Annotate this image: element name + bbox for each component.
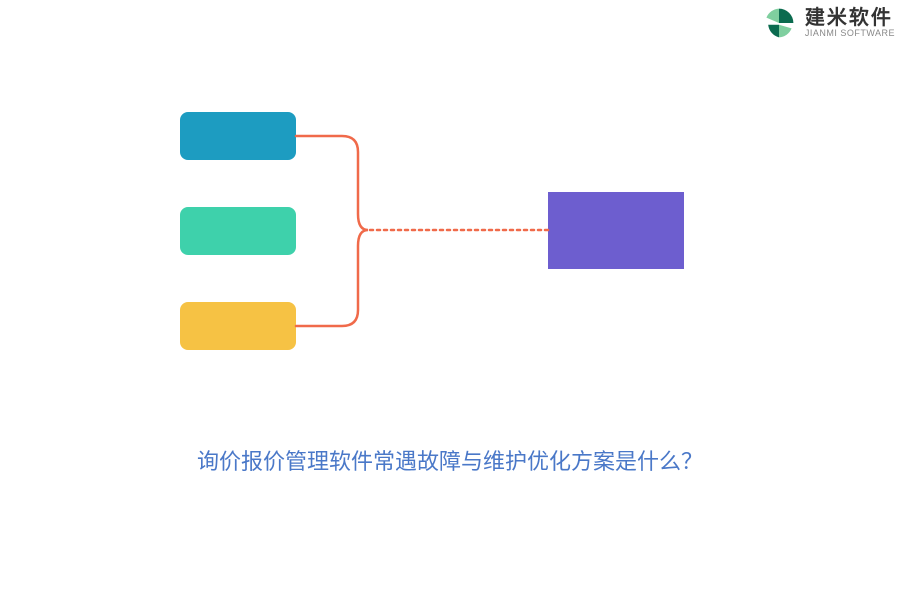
diagram-canvas	[0, 0, 900, 600]
caption-text: 询价报价管理软件常遇故障与维护优化方案是什么？	[0, 444, 900, 476]
node-n1	[180, 112, 296, 160]
node-n2	[180, 207, 296, 255]
node-n4	[548, 192, 684, 269]
bracket	[296, 136, 368, 326]
node-n3	[180, 302, 296, 350]
